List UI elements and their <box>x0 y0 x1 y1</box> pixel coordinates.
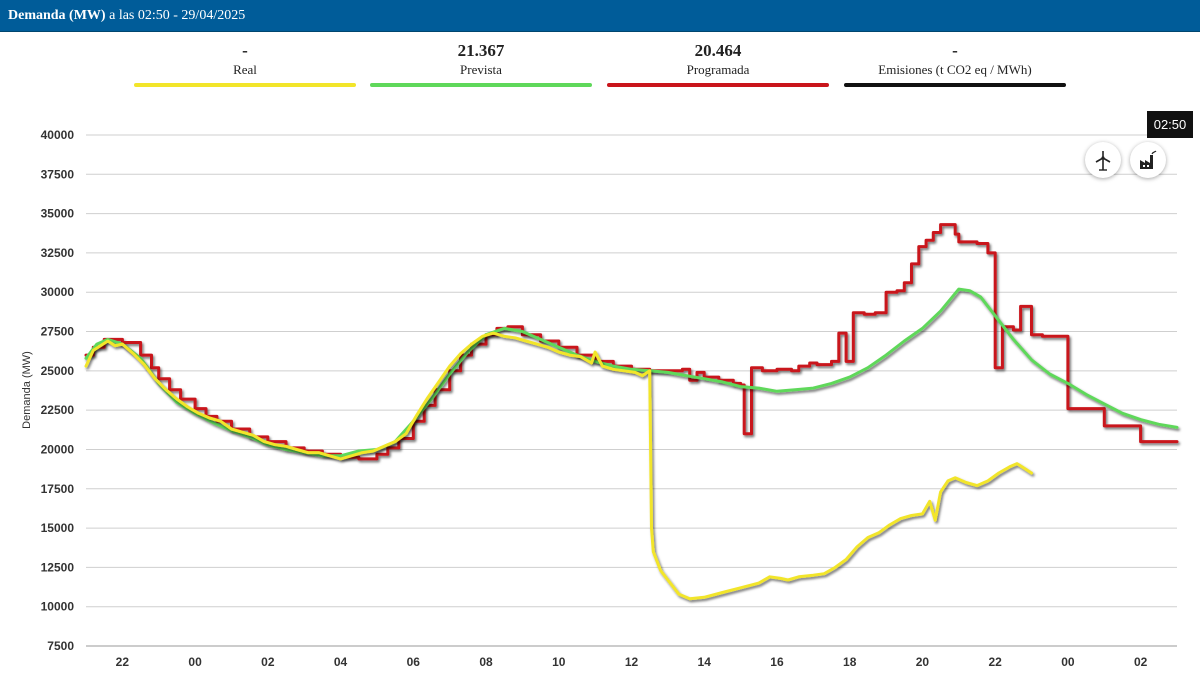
x-tick-label: 00 <box>1061 655 1075 669</box>
y-tick-label: 32500 <box>41 246 75 260</box>
x-tick-label: 06 <box>407 655 421 669</box>
legend-value-prevista: 21.367 <box>457 41 505 60</box>
factory-button[interactable] <box>1130 142 1166 178</box>
y-axis-label: Demanda (MW) <box>21 351 33 429</box>
x-tick-label: 14 <box>698 655 712 669</box>
legend-item-prevista[interactable]: 21.367 Prevista <box>370 40 592 87</box>
x-tick-label: 08 <box>479 655 493 669</box>
y-tick-label: 12500 <box>41 560 75 574</box>
legend-item-programada[interactable]: 20.464 Programada <box>607 40 829 87</box>
header-bar: Demanda (MW) a las 02:50 - 29/04/2025 <box>0 0 1200 32</box>
x-tick-label: 22 <box>116 655 130 669</box>
y-tick-label: 25000 <box>41 364 75 378</box>
y-tick-label: 30000 <box>41 285 75 299</box>
y-tick-label: 40000 <box>41 128 75 142</box>
legend-color-bar-real <box>134 83 356 87</box>
x-tick-label: 02 <box>261 655 275 669</box>
series-line-prevista[interactable] <box>84 287 1179 458</box>
factory-icon <box>1140 150 1157 169</box>
y-tick-label: 7500 <box>47 639 74 653</box>
x-tick-label: 16 <box>770 655 784 669</box>
wind-button[interactable] <box>1085 142 1121 178</box>
y-tick-label: 17500 <box>41 482 75 496</box>
legend-label-programada: Programada <box>686 62 750 77</box>
legend-item-real[interactable]: - Real <box>134 40 356 87</box>
x-tick-label: 04 <box>334 655 348 669</box>
series-line-real[interactable] <box>84 331 1033 601</box>
legend-value-real: - <box>242 41 248 60</box>
y-tick-label: 27500 <box>41 325 75 339</box>
legend: - Real 21.367 Prevista 20.464 Programada… <box>0 40 1200 90</box>
legend-color-bar-programada <box>607 83 829 87</box>
y-tick-label: 20000 <box>41 442 75 456</box>
x-tick-label: 22 <box>988 655 1002 669</box>
x-tick-label: 12 <box>625 655 639 669</box>
legend-value-programada: 20.464 <box>694 41 742 60</box>
legend-value-emisiones: - <box>952 41 958 60</box>
x-tick-label: 00 <box>188 655 202 669</box>
legend-label-real: Real <box>233 62 257 77</box>
legend-item-emisiones[interactable]: - Emisiones (t CO2 eq / MWh) <box>844 40 1066 87</box>
y-tick-label: 37500 <box>41 167 75 181</box>
y-tick-label: 10000 <box>41 600 75 614</box>
wind-turbine-icon <box>1095 151 1111 171</box>
y-tick-label: 22500 <box>41 403 75 417</box>
legend-color-bar-emisiones <box>844 83 1066 87</box>
x-tick-label: 10 <box>552 655 566 669</box>
series-line-programada[interactable] <box>84 223 1179 461</box>
legend-label-prevista: Prevista <box>460 62 502 77</box>
header-title-rest: a las 02:50 - 29/04/2025 <box>109 8 246 23</box>
x-tick-label: 20 <box>916 655 930 669</box>
header-title-bold: Demanda (MW) <box>8 8 106 23</box>
y-tick-label: 15000 <box>41 521 75 535</box>
time-badge: 02:50 <box>1147 111 1193 138</box>
y-tick-label: 35000 <box>41 207 75 221</box>
legend-color-bar-prevista <box>370 83 592 87</box>
x-tick-label: 18 <box>843 655 857 669</box>
x-tick-label: 02 <box>1134 655 1148 669</box>
legend-label-emisiones: Emisiones (t CO2 eq / MWh) <box>878 62 1032 77</box>
